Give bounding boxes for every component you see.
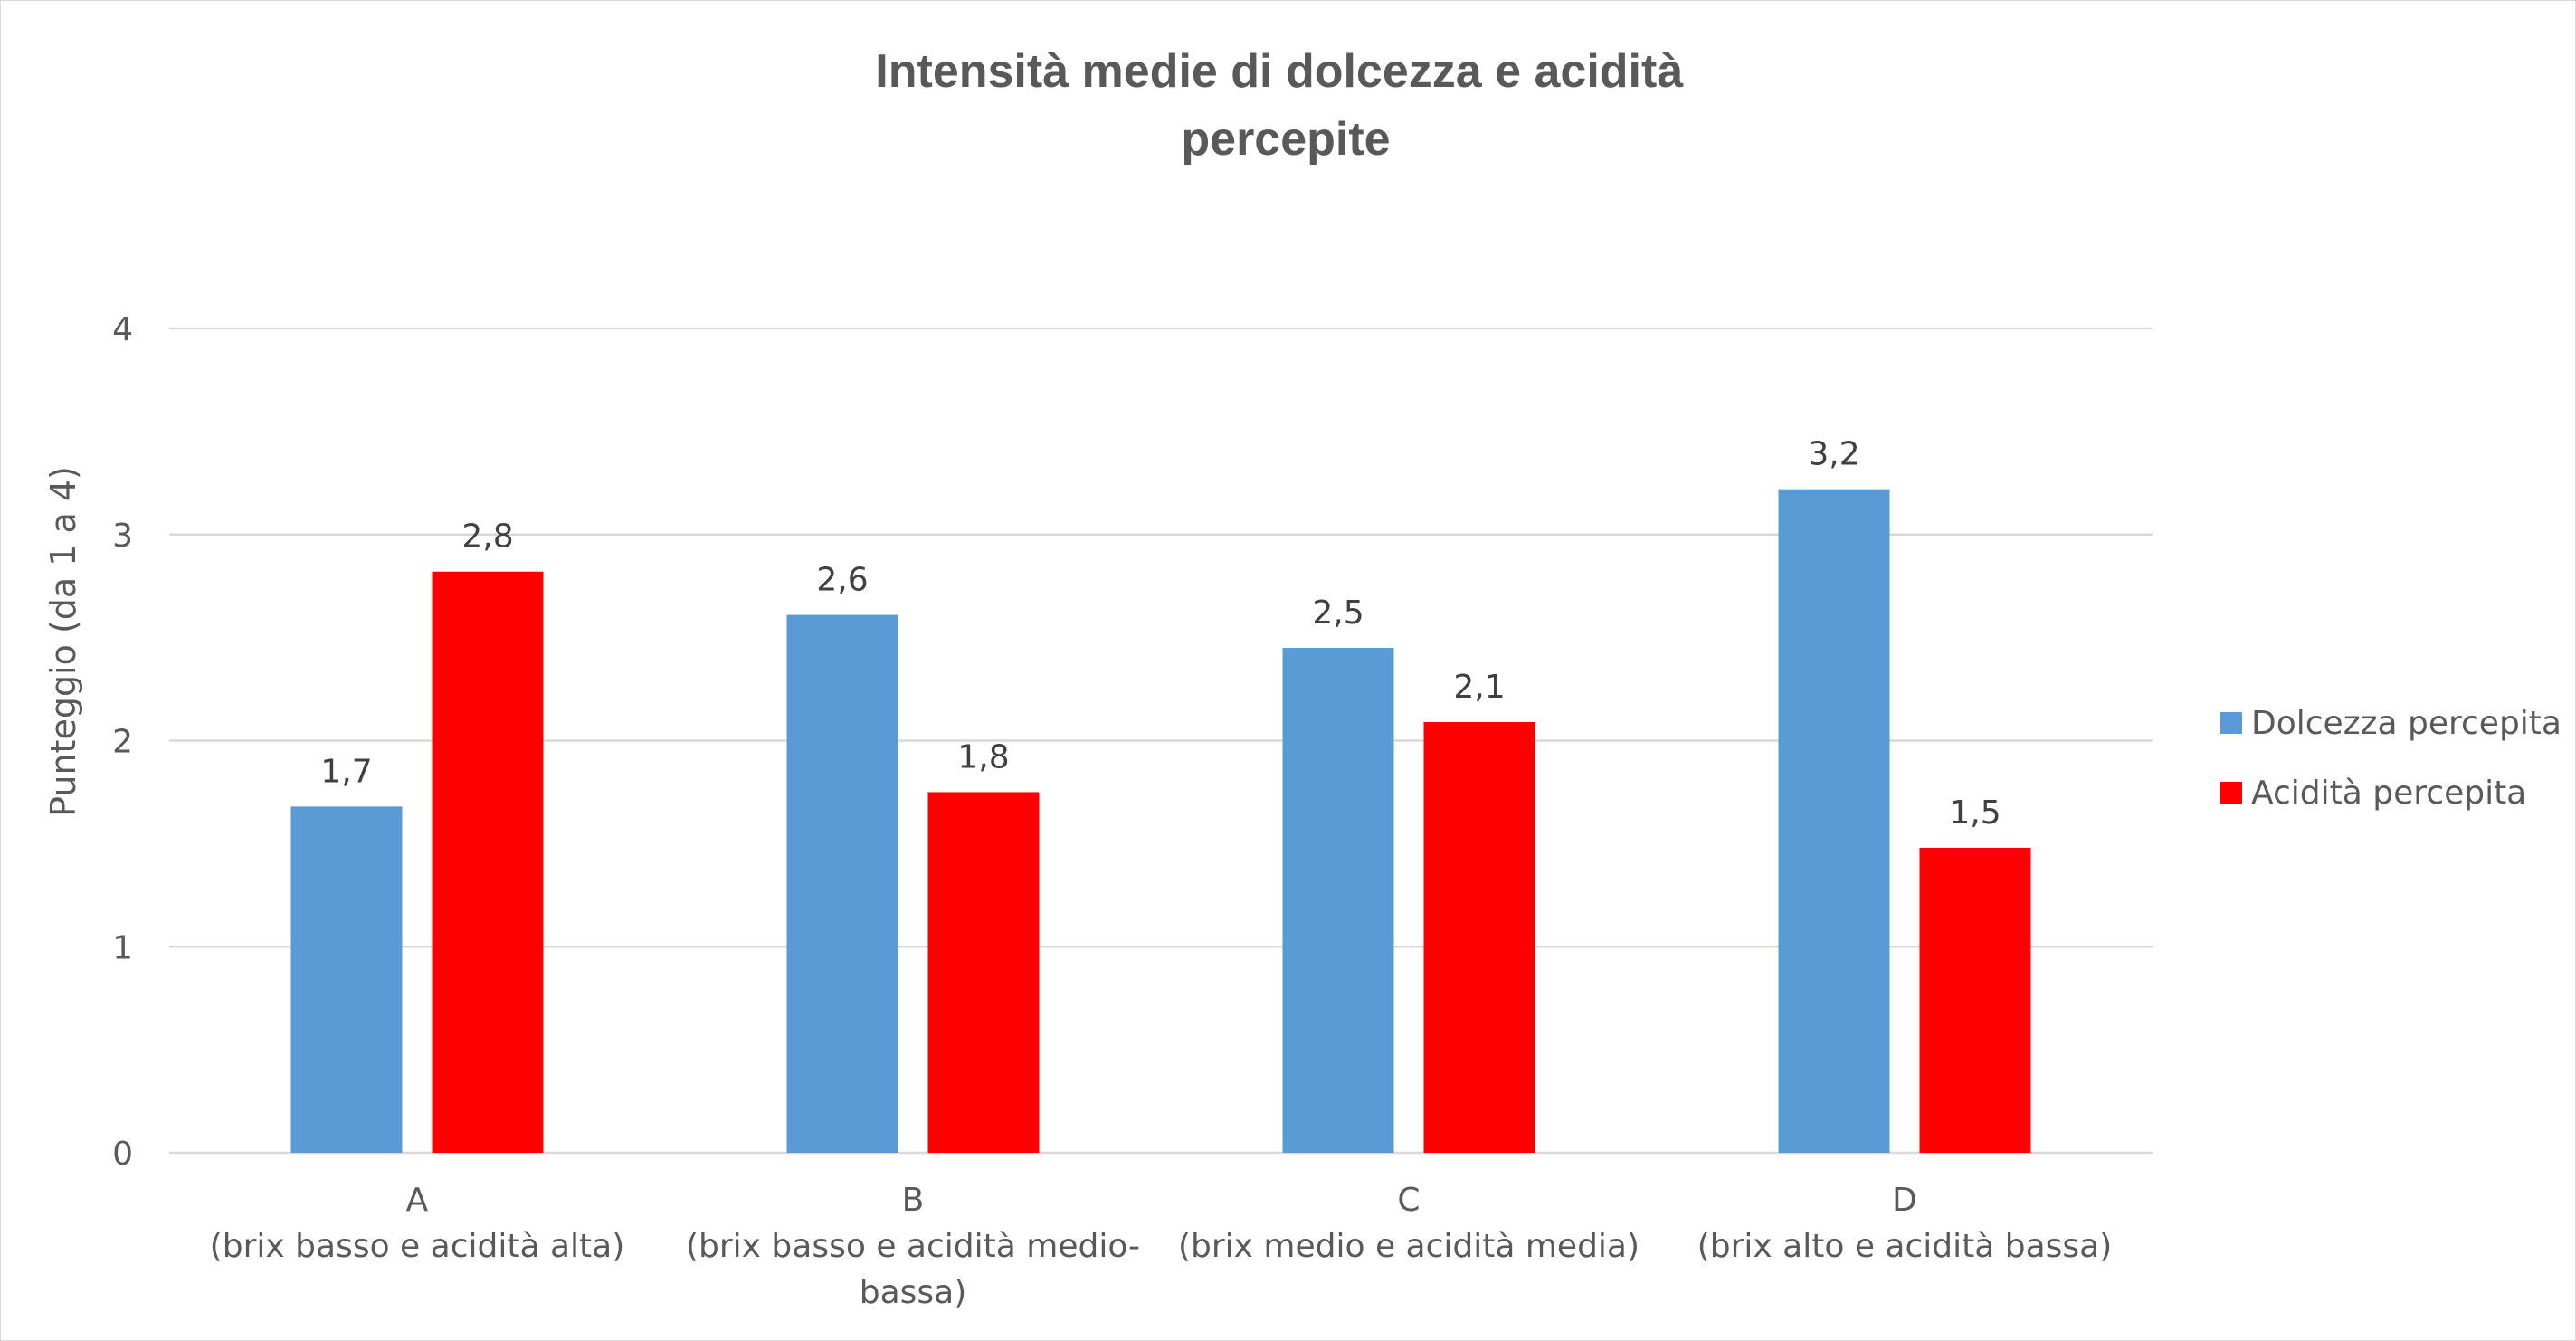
x-category-label-line: (brix basso e acidità alta) bbox=[210, 1228, 625, 1265]
bar-series-1-cat-2 bbox=[1423, 722, 1535, 1153]
chart-title-line-2: percepite bbox=[1181, 113, 1390, 166]
data-label: 1,5 bbox=[1949, 794, 2001, 832]
y-tick-label: 1 bbox=[112, 929, 133, 966]
bar-series-0-cat-2 bbox=[1282, 648, 1394, 1153]
bar-series-0-cat-0 bbox=[290, 806, 403, 1153]
data-label: 2,1 bbox=[1453, 669, 1505, 706]
x-category-label: D (brix alto e acidità bassa) bbox=[1697, 1182, 2113, 1265]
x-category-label-line: B bbox=[902, 1182, 925, 1219]
data-label: 1,8 bbox=[957, 738, 1009, 775]
bars bbox=[290, 489, 2031, 1153]
y-tick-label: 3 bbox=[112, 518, 133, 555]
y-tick-label: 0 bbox=[112, 1136, 133, 1173]
x-category-label: C (brix medio e acidità media) bbox=[1178, 1182, 1640, 1265]
x-category-label-line: A bbox=[406, 1182, 429, 1219]
data-labels: 1,7 2,8 2,6 1,8 2,5 2,1 3,2 1,5 bbox=[320, 436, 2001, 832]
x-category-label-line: C bbox=[1397, 1182, 1420, 1219]
legend: Dolcezza percepita Acidità percepita bbox=[2220, 705, 2562, 812]
chart-title: Intensità medie di dolcezza e acidità pe… bbox=[875, 45, 1696, 166]
data-label: 2,5 bbox=[1312, 594, 1364, 632]
y-tick-label: 4 bbox=[112, 311, 133, 348]
legend-swatch-1 bbox=[2220, 782, 2242, 804]
legend-label-0: Dolcezza percepita bbox=[2251, 705, 2562, 742]
x-category-label-line: (brix basso e acidità medio- bbox=[686, 1228, 1140, 1265]
x-category-label-line: (brix alto e acidità bassa) bbox=[1697, 1228, 2113, 1265]
bar-series-0-cat-3 bbox=[1778, 489, 1890, 1153]
bar-series-1-cat-0 bbox=[432, 571, 544, 1153]
x-category-label-line: bassa) bbox=[860, 1274, 967, 1311]
y-tick-label: 2 bbox=[112, 724, 133, 761]
data-label: 1,7 bbox=[320, 753, 372, 790]
x-category-label-line: D bbox=[1892, 1182, 1917, 1219]
chart-title-line-1: Intensità medie di dolcezza e acidità bbox=[875, 45, 1684, 98]
x-category-label-line: (brix medio e acidità media) bbox=[1178, 1228, 1640, 1265]
bar-series-1-cat-3 bbox=[1919, 847, 2031, 1153]
x-category-label: A (brix basso e acidità alta) bbox=[210, 1182, 625, 1265]
legend-label-1: Acidità percepita bbox=[2251, 775, 2526, 812]
x-axis-categories: A (brix basso e acidità alta) B (brix basso… bbox=[210, 1182, 2113, 1311]
x-category-label: B (brix basso e acidità medio-bassa) bbox=[686, 1182, 1140, 1311]
legend-swatch-0 bbox=[2220, 712, 2242, 734]
y-axis-ticks: 0 1 2 3 4 bbox=[112, 311, 133, 1173]
data-label: 2,8 bbox=[461, 518, 513, 556]
y-axis-title: Punteggio (da 1 a 4) bbox=[43, 466, 83, 817]
data-label: 2,6 bbox=[816, 562, 868, 599]
bar-series-0-cat-1 bbox=[786, 614, 898, 1153]
data-label: 3,2 bbox=[1808, 436, 1859, 473]
bar-series-1-cat-1 bbox=[927, 792, 1040, 1153]
